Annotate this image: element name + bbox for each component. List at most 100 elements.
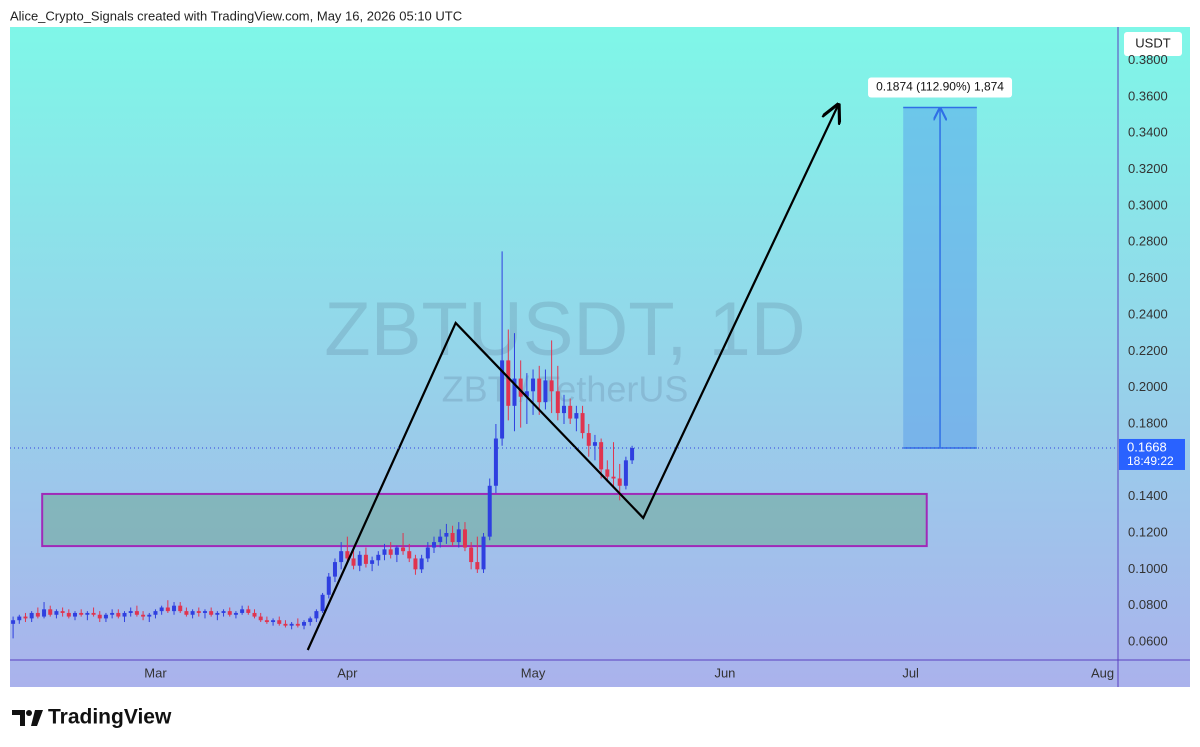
candle-body	[103, 614, 108, 619]
candle-body	[48, 609, 53, 615]
y-tick-label: 0.2800	[1128, 234, 1168, 249]
candle-body	[555, 391, 560, 414]
last-price-box	[1119, 438, 1185, 470]
x-tick-label: Apr	[337, 665, 358, 680]
header: Alice_Crypto_Signals created with Tradin…	[10, 8, 462, 23]
candle-body	[617, 478, 622, 486]
candle-body	[153, 611, 158, 615]
candle-body	[271, 620, 276, 623]
candle-body	[320, 594, 325, 612]
candle-body	[79, 612, 84, 615]
candle-body	[141, 614, 146, 617]
x-tick-label: Aug	[1091, 665, 1114, 680]
candle-body	[42, 609, 47, 617]
y-tick-label: 0.1000	[1128, 561, 1168, 576]
candle-body	[518, 378, 523, 397]
candle-body	[302, 622, 307, 626]
candle-body	[159, 607, 164, 612]
candle-body	[500, 360, 505, 439]
candle-body	[178, 605, 183, 612]
y-tick-label: 0.0800	[1128, 597, 1168, 612]
candle-body	[258, 616, 263, 621]
measure-label: 0.1874 (112.90%) 1,874	[876, 80, 1004, 94]
candle-body	[592, 442, 597, 446]
y-tick-label: 0.3600	[1128, 88, 1168, 103]
candle-body	[543, 380, 548, 403]
candle-body	[345, 551, 350, 559]
candle-body	[401, 547, 406, 552]
x-tick-label: Jul	[902, 665, 919, 680]
candle-body	[11, 620, 16, 624]
y-tick-label: 0.2200	[1128, 343, 1168, 358]
candle-body	[283, 623, 288, 626]
candle-body	[227, 611, 232, 615]
candle-body	[35, 612, 40, 617]
y-tick-label: 0.2600	[1128, 270, 1168, 285]
countdown: 18:49:22	[1127, 454, 1174, 468]
y-tick-label: 0.0600	[1128, 633, 1168, 648]
candle-body	[295, 623, 300, 626]
candle-body	[110, 612, 115, 615]
candle-body	[326, 576, 331, 595]
candle-body	[289, 623, 294, 626]
y-tick-label: 0.3000	[1128, 197, 1168, 212]
candle-body	[202, 611, 207, 613]
candle-body	[128, 611, 133, 613]
candle-body	[339, 551, 344, 563]
candle-body	[66, 612, 71, 617]
candle-body	[382, 549, 387, 555]
candle-body	[17, 616, 22, 621]
x-tick-label: Mar	[144, 665, 167, 680]
candle-body	[574, 413, 579, 419]
candle-body	[97, 614, 102, 619]
candle-body	[314, 611, 319, 619]
candle-body	[277, 620, 282, 624]
candle-body	[196, 611, 201, 613]
candle-body	[493, 438, 498, 486]
candle-body	[184, 611, 189, 615]
candle-body	[252, 612, 257, 617]
candle-body	[537, 378, 542, 403]
candle-body	[394, 547, 399, 555]
candle-body	[487, 485, 492, 537]
x-tick-label: May	[521, 665, 546, 680]
candle-body	[580, 413, 585, 434]
candle-body	[134, 611, 139, 615]
x-tick-label: Jun	[714, 665, 735, 680]
candle-body	[432, 542, 437, 548]
candle-body	[425, 547, 430, 559]
candle-body	[444, 533, 449, 537]
candle-body	[215, 612, 220, 615]
candle-body	[54, 611, 59, 615]
candle-body	[549, 380, 554, 392]
candle-body	[450, 533, 455, 543]
candle-body	[233, 612, 238, 615]
candle-body	[605, 469, 610, 477]
candle-body	[407, 551, 412, 559]
candle-body	[91, 612, 96, 615]
candle-body	[388, 549, 393, 555]
y-tick-label: 0.1200	[1128, 524, 1168, 539]
candle-body	[172, 605, 177, 612]
candle-body	[376, 554, 381, 561]
candle-body	[438, 536, 443, 543]
candle-body	[524, 391, 529, 397]
candle-body	[332, 562, 337, 577]
currency-box	[1124, 32, 1182, 56]
candle-body	[209, 611, 214, 615]
watermark-sub: ZBT / TetherUS	[442, 369, 689, 410]
candle-body	[29, 612, 34, 619]
logo-text: TradingView	[48, 706, 172, 729]
y-tick-label: 0.1800	[1128, 415, 1168, 430]
candle-body	[599, 442, 604, 470]
candle-body	[456, 529, 461, 543]
candle-body	[568, 405, 573, 419]
candle-body	[240, 609, 245, 613]
candle-body	[23, 616, 28, 619]
candle-body	[623, 460, 628, 486]
y-tick-label: 0.3200	[1128, 161, 1168, 176]
y-tick-label: 0.2400	[1128, 306, 1168, 321]
candle-body	[308, 618, 313, 623]
logo-icon	[12, 710, 43, 726]
